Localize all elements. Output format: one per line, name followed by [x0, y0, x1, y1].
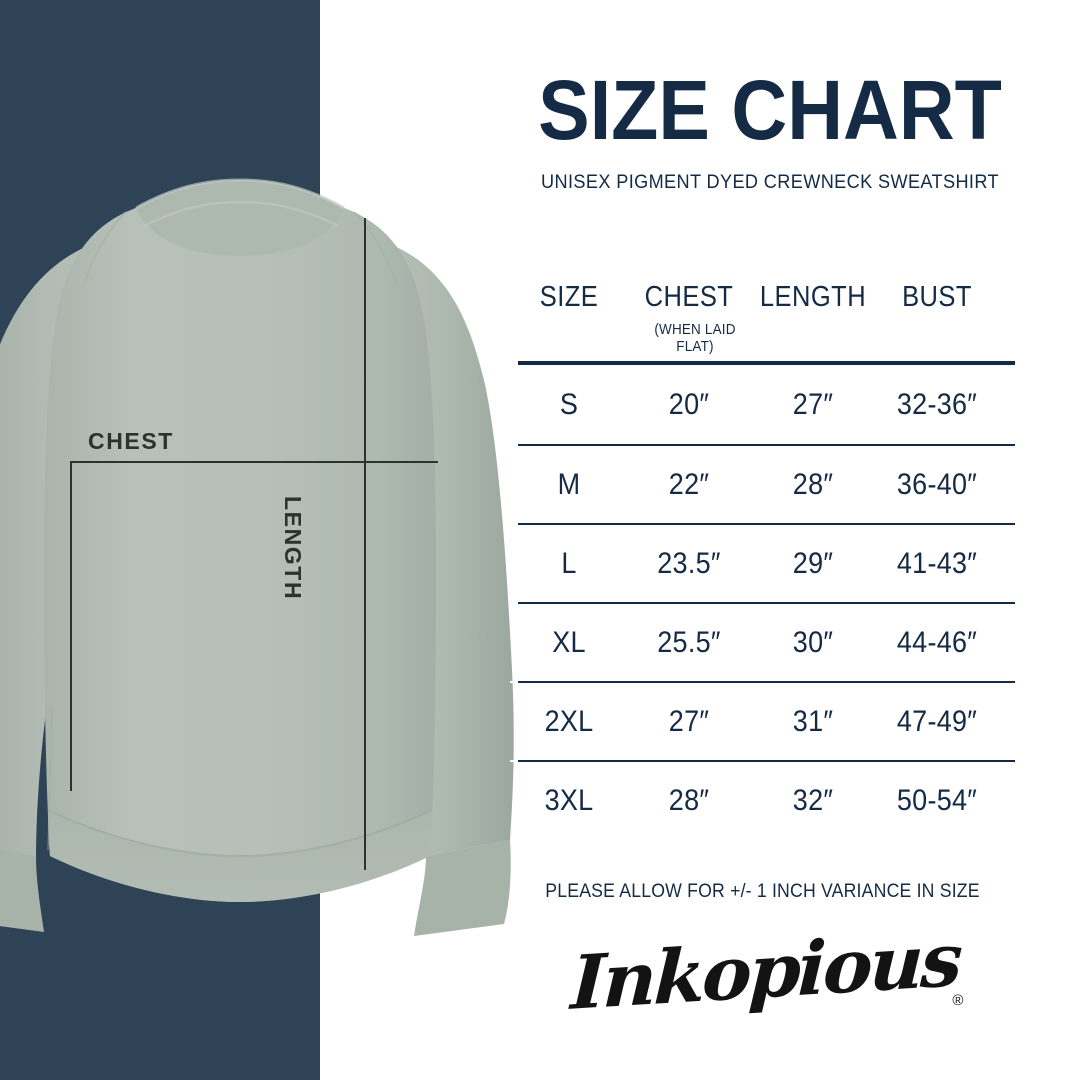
cell-length: 29″ [792, 546, 834, 580]
cell-size: XL [552, 625, 586, 659]
left-side-seam [47, 709, 53, 851]
table-header-rule [518, 361, 1015, 365]
column-header-bust: BUST [902, 281, 972, 313]
cell-chest: 23.5″ [657, 546, 721, 580]
sweatshirt-body [44, 188, 436, 902]
collar-inner-edge [143, 200, 339, 228]
cell-chest: 22″ [668, 467, 710, 501]
cell-bust: 36-40″ [896, 467, 978, 501]
collar-top-edge [135, 178, 345, 210]
chest-laid-flat-note: (WHEN LAID FLAT) [654, 321, 736, 355]
cell-bust: 41-43″ [896, 546, 978, 580]
table-row: 2XL 27″ 31″ 47-49″ [510, 681, 1015, 760]
cell-chest: 20″ [668, 387, 710, 421]
crewneck-sweatshirt-illustration [0, 178, 514, 936]
column-header-size: SIZE [539, 281, 599, 313]
brand-logo-wordmark: Inkopious [568, 917, 962, 1027]
table-row: XL 25.5″ 30″ 44-46″ [510, 602, 1015, 681]
table-row: 3XL 28″ 32″ 50-54″ [510, 760, 1015, 839]
cell-chest: 28″ [668, 783, 710, 817]
right-shoulder-seam [353, 211, 397, 285]
size-chart-content: SIZE CHART UNISEX PIGMENT DYED CREWNECK … [510, 0, 1030, 1080]
brand-logo: Inkopious® [520, 917, 1015, 1026]
cell-chest: 27″ [668, 704, 710, 738]
brand-trademark-symbol: ® [952, 992, 964, 1009]
page-subtitle: UNISEX PIGMENT DYED CREWNECK SWEATSHIRT [541, 171, 999, 194]
cell-length: 28″ [792, 467, 834, 501]
cell-bust: 47-49″ [896, 704, 978, 738]
collar-rib [136, 180, 344, 256]
page-title: SIZE CHART [538, 63, 1002, 157]
cell-length: 27″ [792, 387, 834, 421]
cell-size: 3XL [544, 783, 594, 817]
table-row: S 20″ 27″ 32-36″ [510, 365, 1015, 444]
cell-bust: 44-46″ [896, 625, 978, 659]
cell-bust: 32-36″ [896, 387, 978, 421]
table-row: L 23.5″ 29″ 41-43″ [510, 523, 1015, 602]
cell-size: S [559, 387, 579, 421]
cell-bust: 50-54″ [896, 783, 978, 817]
cell-size: M [557, 467, 581, 501]
garment-illustration-area: CHEST LENGTH [0, 178, 514, 936]
cell-length: 32″ [792, 783, 834, 817]
cell-chest: 25.5″ [657, 625, 721, 659]
cell-size: L [561, 546, 577, 580]
cell-length: 30″ [792, 625, 834, 659]
cell-length: 31″ [792, 704, 834, 738]
cell-size: 2XL [544, 704, 594, 738]
table-row: M 22″ 28″ 36-40″ [510, 444, 1015, 523]
variance-note: PLEASE ALLOW FOR +/- 1 INCH VARIANCE IN … [545, 881, 980, 902]
right-cuff [414, 840, 511, 936]
left-shoulder-seam [83, 211, 127, 285]
column-header-chest: CHEST [644, 281, 734, 313]
table-body: S 20″ 27″ 32-36″ M 22″ 28″ 36-40″ L 23.5… [510, 365, 1015, 839]
length-measure-line [364, 218, 366, 870]
chest-measure-label: CHEST [88, 428, 174, 454]
size-table: SIZE CHEST LENGTH BUST (WHEN LAID FLAT) … [510, 281, 1015, 1027]
table-header-row: SIZE CHEST LENGTH BUST [510, 281, 1015, 316]
chest-measure-line [70, 461, 438, 463]
length-measure-label: LENGTH [280, 496, 306, 601]
column-header-length: LENGTH [759, 281, 867, 313]
left-cuff [0, 849, 44, 932]
chest-left-tick-line [70, 461, 72, 791]
